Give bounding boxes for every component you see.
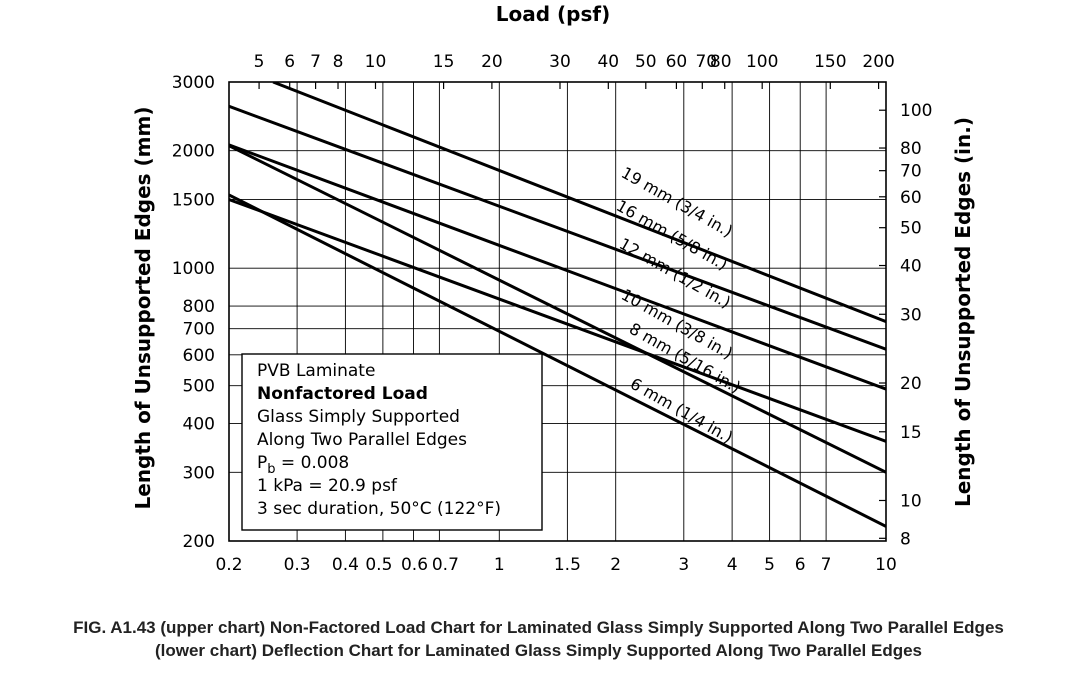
series-line [229,198,886,443]
x-tick-label: 10 [875,555,897,575]
series-line [229,143,886,391]
top-tick-label: 80 [710,52,732,72]
top-axis-title: Load (psf) [496,2,610,26]
axis-titles: Load (psf) Length of Unsupported Edges (… [131,2,975,509]
series-line [229,144,886,474]
figure-caption-line-2: (lower chart) Deflection Chart for Lamin… [154,641,923,660]
left-axis-title: Length of Unsupported Edges (mm) [131,107,155,510]
y-tick-label: 500 [183,377,215,397]
y-tick-label: 300 [183,463,215,483]
top-tick-label: 150 [814,52,846,72]
right-tick-label: 30 [900,305,922,325]
y-tick-label: 800 [183,297,215,317]
legend-line: 1 kPa = 20.9 psf [257,476,398,496]
legend-line: Pb = 0.008 [257,453,349,477]
legend-line: Glass Simply Supported [257,407,460,427]
top-tick-label: 6 [284,52,295,72]
right-tick-label: 60 [900,188,922,208]
top-tick-label: 7 [310,52,321,72]
y-tick-label: 1500 [172,190,215,210]
y-tick-label: 2000 [172,142,215,162]
x-tick-label: 6 [795,555,806,575]
right-tick-label: 40 [900,257,922,277]
y-tick-label: 400 [183,415,215,435]
x-tick-label: 1 [494,555,505,575]
y-tick-label: 700 [183,320,215,340]
x-tick-label: 0.2 [215,555,242,575]
x-tick-label: 3 [678,555,689,575]
y-tick-label: 1000 [172,259,215,279]
x-tick-label: 0.3 [284,555,311,575]
top-tick-label: 200 [862,52,894,72]
figure-caption-line-1: FIG. A1.43 (upper chart) Non-Factored Lo… [73,618,1004,637]
top-tick-label: 15 [433,52,455,72]
right-tick-label: 8 [900,529,911,549]
x-tick-label: 0.5 [365,555,392,575]
top-tick-label: 8 [333,52,344,72]
right-tick-label: 50 [900,219,922,239]
x-tick-label: 2 [610,555,621,575]
top-tick-label: 70 [695,52,717,72]
x-tick-label: 1.5 [554,555,581,575]
series-line [272,82,886,323]
right-axis-title: Length of Unsupported Edges (in.) [951,117,975,507]
top-tick-label: 40 [597,52,619,72]
right-tick-label: 100 [900,101,932,121]
legend-line: Nonfactored Load [257,384,428,404]
top-tick-label: 20 [481,52,503,72]
x-tick-label: 0.7 [432,555,459,575]
right-tick-label: 20 [900,374,922,394]
tick-labels: 0.2 0.3 0.4 0.5 0.6 0.7 1 1.5 2 3 4 5 6 7 105 6 7 8 10 15 20… [172,52,933,575]
x-tick-label: 7 [821,555,832,575]
legend-box: PVB Laminate Nonfactored Load Glass Simply… [241,353,543,531]
legend-frame [241,353,543,531]
right-tick-label: 10 [900,491,922,511]
plot-frame [228,81,887,542]
legend-line: Along Two Parallel Edges [257,430,467,450]
top-tick-label: 10 [365,52,387,72]
top-tick-label: 100 [746,52,778,72]
x-tick-label: 0.6 [401,555,428,575]
right-tick-label: 70 [900,162,922,182]
top-tick-label: 50 [635,52,657,72]
y-tick-label: 600 [183,346,215,366]
x-tick-label: 0.4 [332,555,359,575]
series-line [229,193,886,528]
y-tick-label: 3000 [172,73,215,93]
top-tick-label: 30 [549,52,571,72]
right-tick-label: 80 [900,139,922,159]
legend-line: 3 sec duration, 50°C (122°F) [257,499,501,519]
series-line [229,104,886,351]
right-tick-label: 15 [900,423,922,443]
y-tick-label: 200 [183,532,215,552]
x-tick-label: 5 [764,555,775,575]
legend-line: PVB Laminate [257,361,375,381]
top-tick-label: 60 [666,52,688,72]
x-tick-label: 4 [727,555,738,575]
load-chart: 19 mm (3/4 in.)16 mm (5/8 in.)12 mm (1/2… [131,2,975,575]
top-tick-label: 5 [254,52,265,72]
